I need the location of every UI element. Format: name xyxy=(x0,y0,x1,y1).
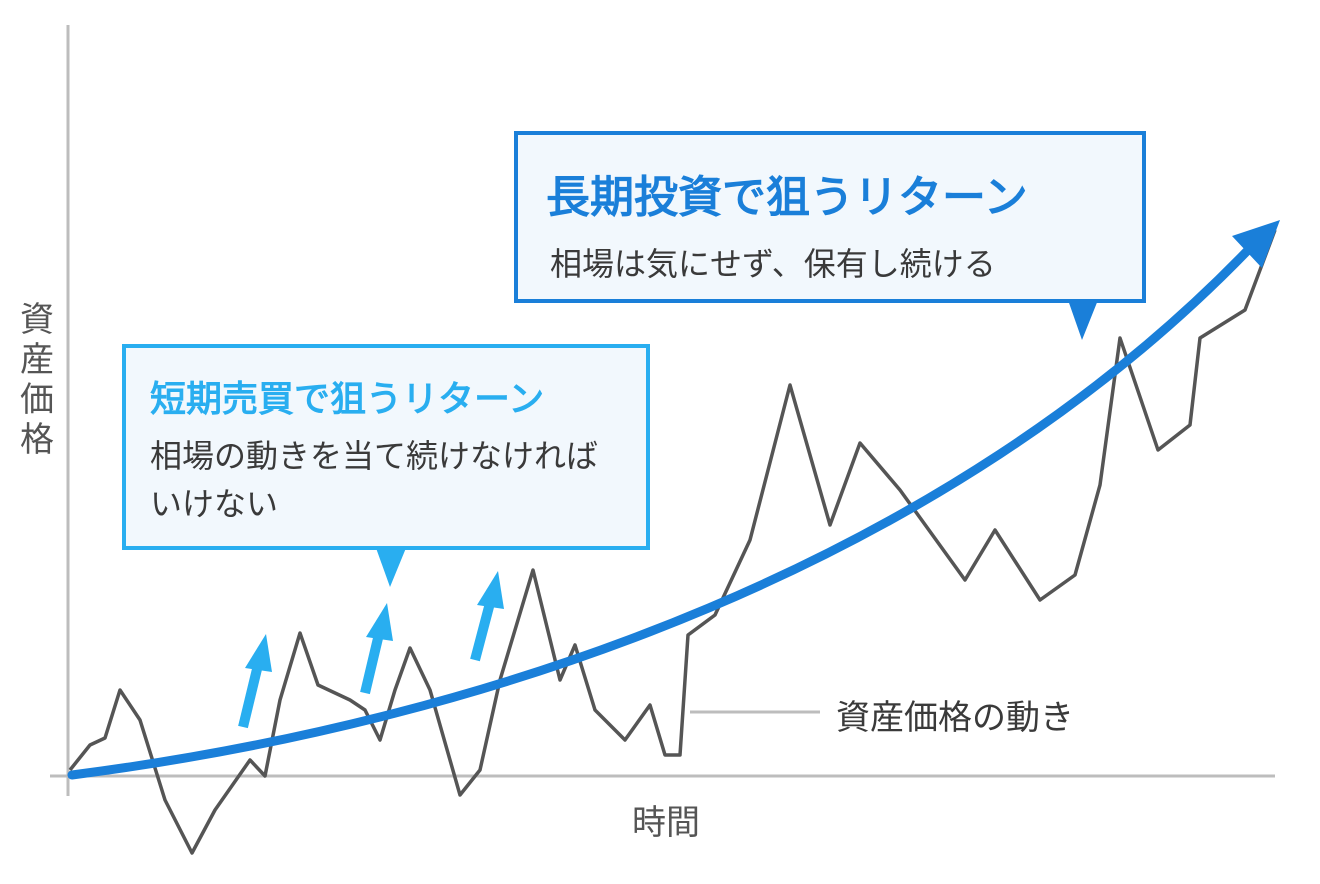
short-arrow xyxy=(360,632,384,695)
y-axis-label: 資産価格 xyxy=(20,300,54,460)
callout-pointer xyxy=(1068,300,1098,340)
callout-title: 短期売買で狙うリターン xyxy=(150,379,545,420)
trend-curve xyxy=(67,243,1255,780)
short-arrow xyxy=(470,601,495,662)
price-line-label: 資産価格の動き xyxy=(836,698,1074,738)
short-arrow xyxy=(238,663,263,729)
callout-title: 長期投資で狙うリターン xyxy=(546,172,1028,223)
short-arrows xyxy=(238,571,504,729)
short-arrowhead xyxy=(477,571,504,609)
callout-text: 相場は気にせず、保有し続ける xyxy=(550,245,996,283)
callout-pointer xyxy=(376,548,406,587)
trend-arrowhead xyxy=(1232,220,1280,268)
short-term-callout: 短期売買で狙うリターン 相場の動きを当て続けなければいけない xyxy=(122,344,650,550)
short-arrowhead xyxy=(245,634,272,672)
long-term-callout: 長期投資で狙うリターン 相場は気にせず、保有し続ける xyxy=(514,131,1146,303)
x-axis-label: 時間 xyxy=(632,803,700,843)
callout-text: 相場の動きを当て続けなければいけない xyxy=(150,437,599,523)
short-arrowhead xyxy=(366,603,393,641)
